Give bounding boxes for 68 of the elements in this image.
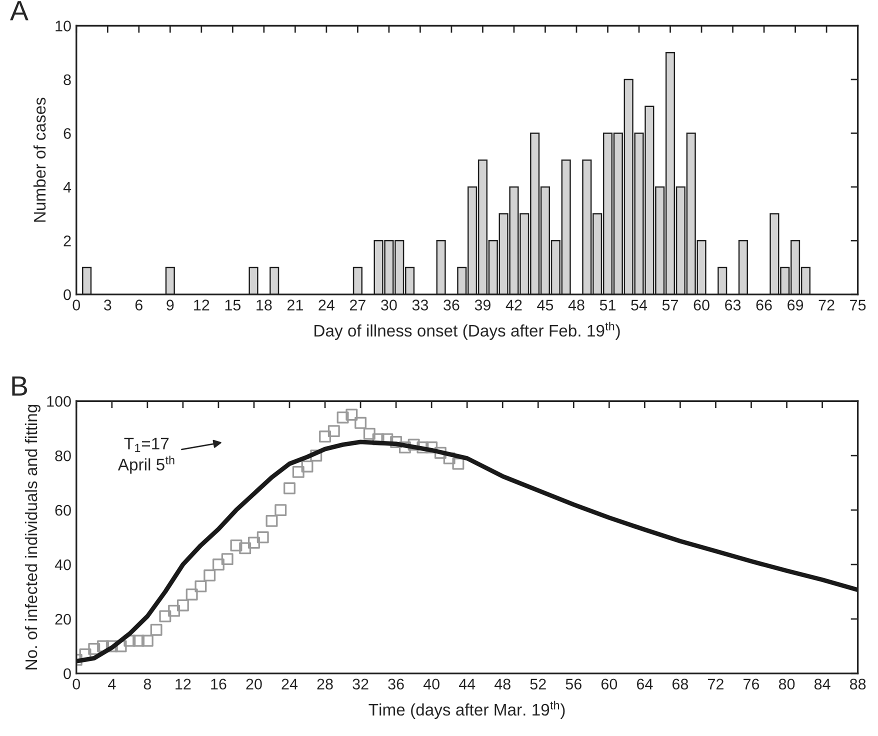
x-tick-label: 30 [381, 300, 397, 310]
x-tick-label: 18 [256, 300, 272, 310]
x-tick-label: 56 [566, 678, 582, 690]
y-tick-label: 6 [64, 128, 71, 139]
y-tick-label: 4 [63, 182, 72, 192]
x-tick-label: 80 [778, 678, 795, 690]
x-tick-label: 51 [600, 300, 616, 310]
x-tick-label: 60 [601, 678, 618, 690]
x-tick-label: 12 [194, 300, 210, 310]
x-tick-label: 42 [506, 300, 522, 310]
x-tick-label: 9 [166, 300, 174, 310]
y-tick-label: 100 [47, 396, 71, 407]
x-tick-label: 20 [246, 678, 262, 690]
annotation: T$_{1}$=17 April 5$^{th}$ [118, 438, 174, 474]
x-tick-label: 52 [530, 678, 546, 690]
x-tick-label: 0 [72, 300, 80, 310]
x-tick-label: 33 [412, 300, 428, 310]
chart-title: B [12, 376, 28, 396]
y-tick-label: 80 [55, 450, 71, 462]
y-tick-label: 0 [64, 668, 71, 680]
x-tick-label: 66 [756, 300, 772, 310]
chart-title: A [10, 1, 28, 20]
x-tick-label: 72 [818, 300, 834, 310]
x-tick-label: 6 [135, 300, 142, 310]
x-tick-label: 60 [694, 300, 710, 310]
x-tick-label: 72 [708, 678, 724, 690]
x-tick-label: 54 [631, 300, 648, 310]
x-tick-label: 28 [317, 678, 333, 690]
x-tick-label: 16 [211, 678, 226, 690]
x-tick-label: 57 [662, 300, 678, 310]
x-tick-label: 8 [144, 678, 152, 690]
x-tick-label: 0 [72, 678, 80, 690]
x-tick-label: 4 [108, 678, 116, 690]
x-tick-label: 24 [282, 678, 298, 690]
x-tick-label: 36 [388, 678, 404, 690]
y-axis-title: No. of infected individuals and fitting [24, 404, 40, 670]
x-tick-label: 24 [318, 300, 334, 310]
x-tick-label: 48 [494, 678, 510, 690]
x-tick-label: 36 [444, 300, 460, 310]
x-tick-label: 76 [744, 678, 760, 690]
x-tick-label: 69 [788, 300, 804, 310]
x-tick-label: 88 [850, 678, 866, 690]
y-tick-label: 2 [64, 236, 71, 246]
x-tick-label: 44 [458, 678, 476, 690]
x-tick-label: 12 [176, 678, 191, 690]
x-tick-label: 64 [636, 678, 653, 690]
x-tick-label: 48 [568, 300, 584, 310]
y-axis-title: Number of cases [33, 98, 46, 222]
x-axis-title: Time (days after Mar. 19$^{th}$) [368, 700, 565, 719]
x-tick-label: 68 [672, 678, 688, 690]
x-tick-label: 45 [537, 300, 554, 310]
y-tick-label: 0 [64, 289, 71, 300]
x-tick-label: 32 [352, 678, 368, 690]
x-tick-label: 21 [287, 300, 303, 310]
y-tick-label: 10 [56, 20, 71, 32]
x-tick-label: 15 [225, 300, 241, 310]
y-tick-label: 8 [64, 74, 71, 86]
x-tick-label: 3 [104, 300, 112, 310]
x-tick-label: 27 [350, 300, 366, 310]
x-axis-title: Day of illness onset (Days after Feb. 19$^{th}$) [314, 322, 620, 340]
x-tick-label: 63 [725, 300, 741, 310]
x-tick-label: 84 [814, 678, 830, 690]
y-tick-label: 40 [54, 559, 71, 570]
x-tick-label: 75 [850, 300, 866, 310]
y-tick-label: 60 [55, 504, 71, 516]
y-tick-label: 20 [55, 614, 71, 625]
x-tick-label: 40 [423, 678, 440, 690]
x-tick-label: 39 [474, 300, 490, 310]
